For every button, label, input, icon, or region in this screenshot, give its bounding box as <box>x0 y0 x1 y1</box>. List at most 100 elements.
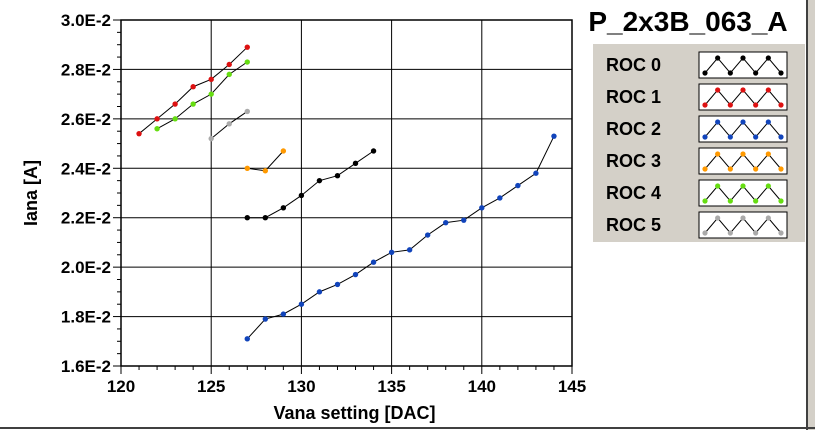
data-point <box>226 121 232 127</box>
legend-label: ROC 2 <box>606 119 661 139</box>
legend-label: ROC 0 <box>606 55 661 75</box>
window-right-edge <box>806 0 815 430</box>
legend-sample-point <box>778 70 784 76</box>
data-point <box>136 130 142 137</box>
legend-sample-point <box>740 151 746 157</box>
y-tick-label: 1.6E-2 <box>61 357 111 376</box>
plot-background <box>121 20 572 366</box>
y-tick-label: 1.8E-2 <box>61 308 111 327</box>
legend-sample-point <box>727 230 733 236</box>
legend-sample-point <box>765 151 771 157</box>
data-point <box>262 215 269 221</box>
legend-sample-point <box>765 183 771 189</box>
legend-sample-point <box>727 70 733 76</box>
legend-sample-point <box>727 134 733 140</box>
legend-sample-point <box>753 166 759 172</box>
legend-sample-point <box>753 70 759 76</box>
data-point <box>388 249 395 256</box>
data-point <box>154 126 160 132</box>
data-point <box>244 108 250 115</box>
plot-area: 120 125 130 135 140 145 1.6E-2 1.8E-2 2.0E-2 2.2E… <box>21 11 586 423</box>
legend-sample-point <box>702 230 708 236</box>
series-line-roc-0 <box>247 150 374 219</box>
data-point <box>370 259 377 265</box>
legend-sample-point <box>778 102 784 108</box>
data-point <box>406 247 413 253</box>
legend-sample-point <box>715 215 721 221</box>
data-point <box>244 215 250 221</box>
y-tick-label: 2.0E-2 <box>61 258 111 277</box>
legend-sample-point <box>727 166 733 172</box>
legend-sample-point <box>702 134 708 140</box>
legend-label: ROC 1 <box>606 87 661 107</box>
data-point <box>244 336 250 342</box>
legend-sample-point <box>765 119 771 125</box>
data-point <box>298 301 305 307</box>
legend-sample-point <box>765 87 771 93</box>
x-tick-label: 120 <box>107 377 135 396</box>
x-tick-label: 125 <box>197 377 225 396</box>
data-point <box>352 271 359 278</box>
y-tick-label: 3.0E-2 <box>61 11 111 30</box>
legend-sample-point <box>778 230 784 236</box>
data-point <box>334 173 341 179</box>
data-point <box>334 281 341 288</box>
data-point <box>244 44 250 50</box>
legend-label: ROC 4 <box>606 183 661 203</box>
data-point <box>370 148 377 154</box>
legend-sample-point <box>715 183 721 189</box>
legend-sample-point <box>702 70 708 76</box>
chart-title: P_2x3B_063_A <box>588 6 787 37</box>
data-point <box>298 192 305 199</box>
legend-sample-point <box>753 230 759 236</box>
legend-sample-point <box>740 215 746 221</box>
data-point <box>316 289 323 295</box>
data-point <box>190 101 196 107</box>
legend-sample-point <box>753 134 759 140</box>
legend-sample-point <box>702 102 708 108</box>
legend-sample-point <box>778 166 784 172</box>
legend-sample-point <box>727 198 733 204</box>
legend-sample-point <box>702 198 708 204</box>
data-point <box>208 91 214 97</box>
data-point <box>262 168 269 174</box>
data-point <box>280 148 287 154</box>
data-point <box>226 61 232 68</box>
data-point <box>280 205 287 211</box>
plot-frame <box>120 19 573 367</box>
y-tick-label: 2.8E-2 <box>61 60 111 79</box>
data-point <box>316 177 323 184</box>
data-point <box>551 133 557 139</box>
data-point <box>515 182 521 189</box>
series-line-roc-2 <box>246 135 555 340</box>
legend-sample-point <box>715 151 721 157</box>
x-axis-title: Vana setting [DAC] <box>273 403 435 423</box>
legend-sample-point <box>702 166 708 172</box>
y-axis-title: Iana [A] <box>21 160 41 226</box>
x-tick-label: 130 <box>287 377 315 396</box>
data-point <box>172 101 178 107</box>
data-point <box>497 195 503 201</box>
x-tick-label: 145 <box>558 377 586 396</box>
y-tick-label: 2.4E-2 <box>61 159 111 178</box>
legend: ROC 0 ROC 1 ROC 2 ROC 3 ROC 4 ROC 5 <box>593 44 805 245</box>
data-point <box>262 316 269 322</box>
data-point <box>280 311 287 317</box>
data-point <box>208 76 214 83</box>
legend-sample-point <box>753 198 759 204</box>
legend-sample-point <box>765 55 771 61</box>
data-point <box>533 170 539 176</box>
legend-sample-point <box>778 198 784 204</box>
x-tick-label: 135 <box>377 377 405 396</box>
data-point <box>190 84 196 90</box>
series-line-roc-4 <box>156 61 248 130</box>
y-tick-label: 2.2E-2 <box>61 209 111 228</box>
data-point <box>424 232 431 238</box>
data-point <box>479 205 485 211</box>
legend-sample-point <box>765 215 771 221</box>
data-point <box>443 219 449 226</box>
legend-sample-point <box>740 183 746 189</box>
legend-sample-point <box>715 119 721 125</box>
legend-sample-point <box>715 87 721 93</box>
